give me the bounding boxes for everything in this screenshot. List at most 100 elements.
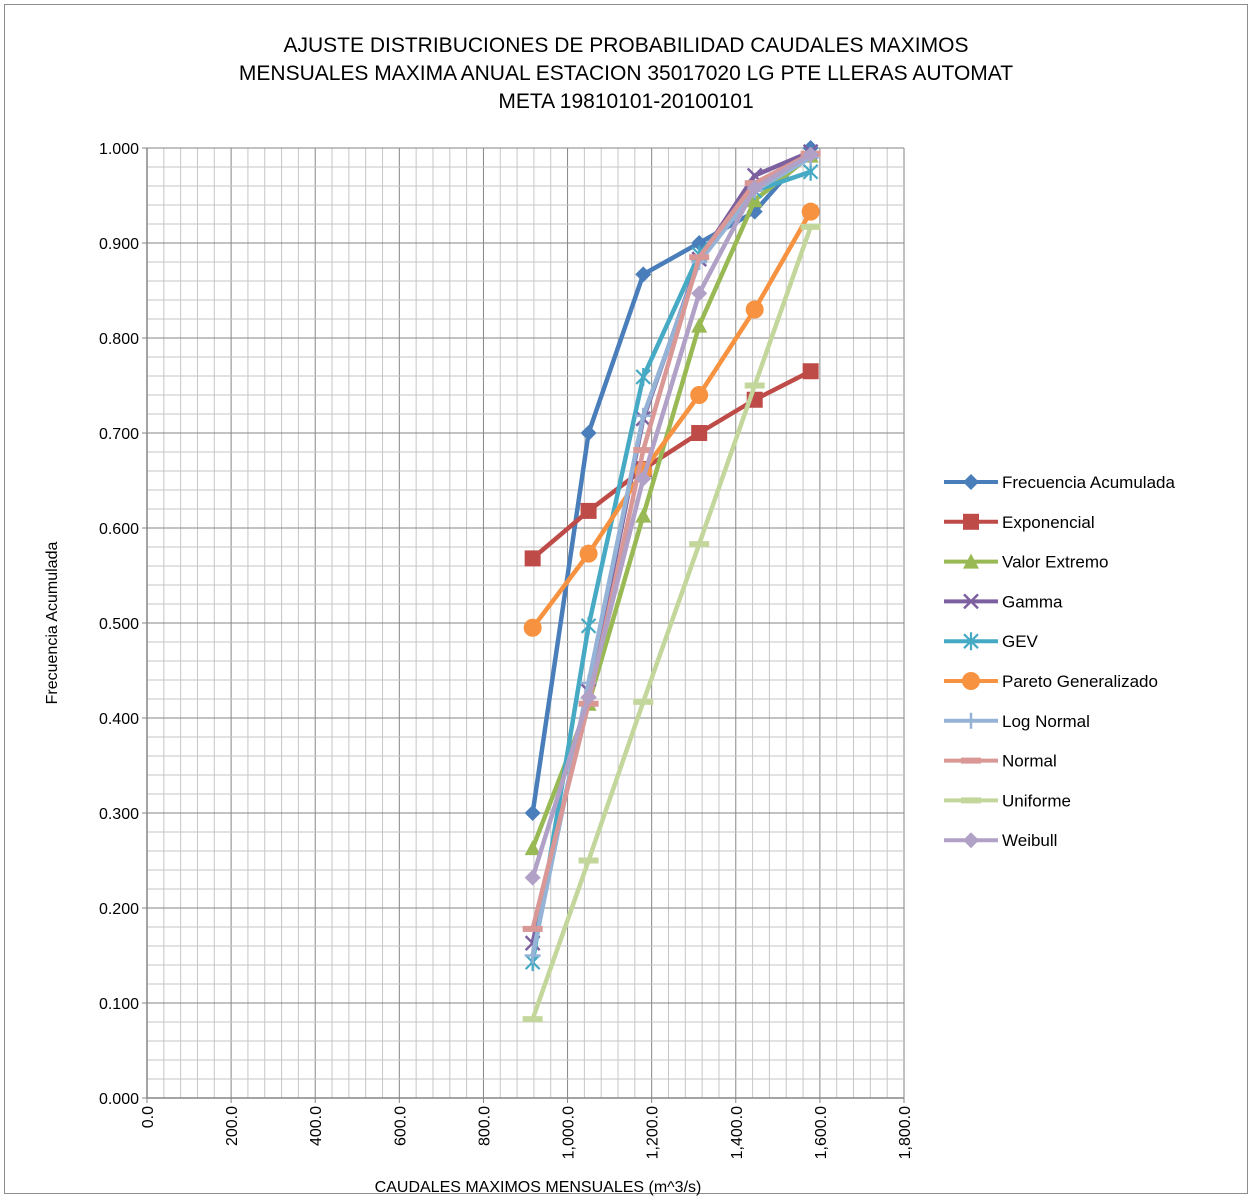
x-tick-label: 1,200.0 <box>645 1106 662 1159</box>
legend-item-gev: GEV <box>944 632 1039 651</box>
data-point-pareto-generalizado <box>523 618 542 637</box>
data-point-pareto-generalizado <box>801 202 820 221</box>
legend-label: Weibull <box>1002 831 1057 850</box>
y-tick-label: 0.700 <box>99 426 139 443</box>
title-line-1: AJUSTE DISTRIBUCIONES DE PROBABILIDAD CA… <box>284 34 969 57</box>
plot-series <box>522 140 821 1023</box>
data-point-frecuencia-acumulada <box>580 425 597 441</box>
axes <box>142 147 905 1103</box>
y-tick-label: 0.100 <box>99 996 139 1013</box>
data-point-pareto-generalizado <box>745 300 764 319</box>
series-line-pareto-generalizado <box>530 209 813 630</box>
legend-label: Uniforme <box>1002 791 1071 810</box>
y-axis-title: Frecuencia Acumulada <box>44 542 61 705</box>
data-point-uniforme <box>689 541 710 548</box>
legend-item-normal: Normal <box>944 752 1057 771</box>
series-exponencial <box>524 363 819 567</box>
legend-swatch-marker <box>963 832 979 849</box>
data-point-valor-extremo <box>524 840 541 856</box>
y-tick-label: 1.000 <box>99 141 139 158</box>
x-tick-label: 0.0 <box>140 1106 157 1128</box>
x-tick-label: 400.0 <box>308 1106 325 1146</box>
legend-label: Gamma <box>1002 592 1063 611</box>
data-point-exponencial <box>691 425 708 441</box>
y-tick-label: 0.200 <box>99 901 139 918</box>
series-weibull <box>524 146 819 886</box>
data-point-frecuencia-acumulada <box>524 805 541 821</box>
data-point-uniforme <box>800 223 821 230</box>
y-tick-label: 0.400 <box>99 711 139 728</box>
title-line-2: MENSUALES MAXIMA ANUAL ESTACION 35017020… <box>239 62 1013 85</box>
legend-label: Log Normal <box>1002 712 1090 731</box>
y-tick-label: 0.600 <box>99 521 139 538</box>
legend-swatch-marker <box>962 672 980 690</box>
data-point-pareto-generalizado <box>579 544 598 563</box>
chart-area <box>4 4 1248 1194</box>
legend-swatch-marker <box>963 593 979 610</box>
data-point-gev <box>635 367 652 386</box>
y-tick-label: 0.000 <box>99 1091 139 1108</box>
data-point-pareto-generalizado <box>690 386 709 404</box>
legend-item-pareto-generalizado: Pareto Generalizado <box>944 672 1158 691</box>
data-point-gev <box>580 616 597 635</box>
data-point-weibull <box>635 470 652 487</box>
data-point-weibull <box>746 179 763 196</box>
legend-item-weibull: Weibull <box>944 831 1057 850</box>
series-uniforme <box>522 223 821 1023</box>
legend-swatch-marker <box>963 474 979 490</box>
data-point-weibull <box>802 146 819 163</box>
series-line-uniforme <box>530 224 813 1022</box>
series-line-frecuencia-acumulada <box>530 145 813 816</box>
x-tick-labels: 0.0 200.0 400.0 600.0 800.0 1,000.0 1,200.0 1,4… <box>140 1106 914 1159</box>
chart-title: AJUSTE DISTRIBUCIONES DE PROBABILIDAD CA… <box>239 34 1013 113</box>
data-point-weibull <box>580 689 597 706</box>
title-line-3: META 19810101-20100101 <box>498 90 753 113</box>
data-point-exponencial <box>802 363 819 380</box>
legend-item-exponencial: Exponencial <box>944 513 1095 532</box>
data-point-uniforme <box>522 1016 543 1023</box>
data-point-weibull <box>524 869 541 886</box>
data-point-log-normal <box>635 407 652 424</box>
x-tick-label: 800.0 <box>476 1106 493 1146</box>
data-point-weibull <box>691 285 708 302</box>
legend-label: GEV <box>1002 632 1039 651</box>
x-tick-label: 1,000.0 <box>561 1106 578 1159</box>
legend-item-log-normal: Log Normal <box>944 712 1090 731</box>
legend-swatch-marker <box>963 513 979 530</box>
x-tick-label: 1,400.0 <box>729 1106 746 1159</box>
x-axis-title: CAUDALES MAXIMOS MENSUALES (m^3/s) <box>375 1179 702 1196</box>
x-tick-label: 600.0 <box>392 1106 409 1146</box>
data-point-log-normal <box>524 947 541 964</box>
data-point-normal <box>633 447 654 454</box>
data-point-uniforme <box>744 382 765 389</box>
series-line-normal <box>530 151 813 932</box>
data-point-exponencial <box>580 502 597 519</box>
data-point-gev <box>802 162 819 181</box>
legend-swatch-marker <box>963 712 979 729</box>
data-point-uniforme <box>633 698 654 705</box>
x-tick-label: 1,800.0 <box>897 1106 914 1159</box>
data-point-normal <box>522 925 543 932</box>
legend-item-frecuencia-acumulada: Frecuencia Acumulada <box>944 473 1175 492</box>
y-tick-label: 0.300 <box>99 806 139 823</box>
x-tick-label: 1,600.0 <box>813 1106 830 1159</box>
data-point-normal <box>689 254 710 261</box>
series-frecuencia-acumulada <box>524 140 819 821</box>
legend-label: Normal <box>1002 752 1057 771</box>
legend-label: Pareto Generalizado <box>1002 672 1158 691</box>
legend-swatch-marker <box>961 757 981 764</box>
legend-item-valor-extremo: Valor Extremo <box>944 553 1108 572</box>
y-tick-label: 0.800 <box>99 331 139 348</box>
y-tick-labels: 0.000 0.100 0.200 0.300 0.400 0.500 0.600 0.700… <box>99 141 139 1108</box>
legend-label: Frecuencia Acumulada <box>1002 473 1175 492</box>
series-line-exponencial <box>530 369 813 561</box>
y-tick-label: 0.500 <box>99 616 139 633</box>
y-tick-label: 0.900 <box>99 236 139 253</box>
legend-item-uniforme: Uniforme <box>944 791 1071 810</box>
data-point-frecuencia-acumulada <box>635 266 652 283</box>
legend-label: Valor Extremo <box>1002 553 1108 572</box>
legend: Frecuencia Acumulada Exponencial Valor Ext… <box>944 473 1175 850</box>
legend-swatch-marker <box>963 632 979 651</box>
x-tick-label: 200.0 <box>224 1106 241 1146</box>
